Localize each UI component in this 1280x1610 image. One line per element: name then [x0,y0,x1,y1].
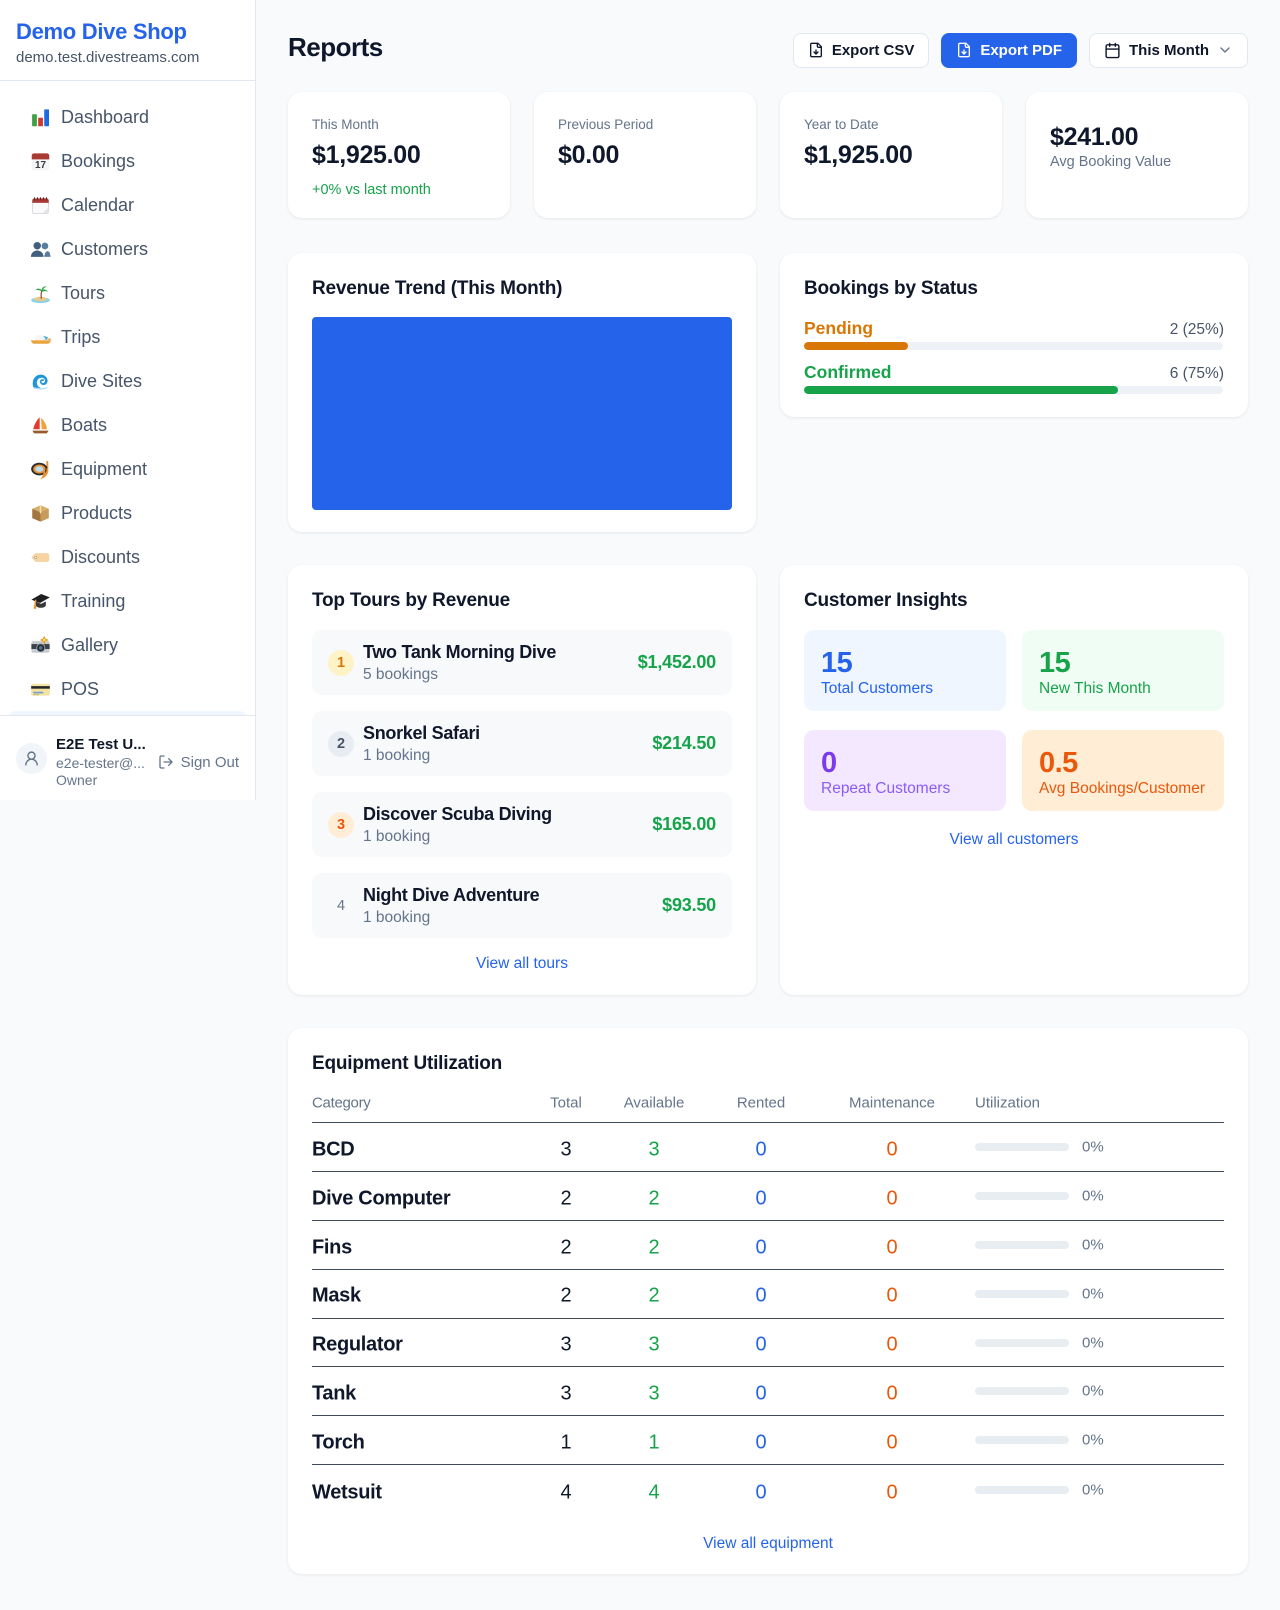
svg-text:17: 17 [35,159,47,170]
